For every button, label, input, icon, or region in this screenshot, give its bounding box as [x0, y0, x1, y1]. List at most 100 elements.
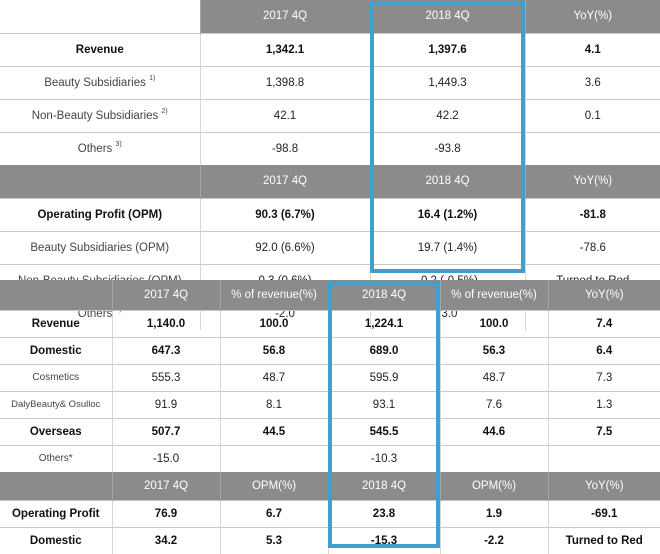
table-row: Overseas 507.7 44.5 545.5 44.6 7.5 [0, 417, 660, 445]
value-yoy: 0.1 [524, 98, 660, 132]
row-label-text: Others [77, 142, 113, 155]
value-2018: 1,449.3 [369, 65, 525, 99]
pct-2017: 44.5 [219, 417, 328, 445]
value-2017: 76.9 [111, 499, 220, 527]
value-yoy [547, 444, 660, 472]
value-2018: 23.8 [327, 499, 440, 527]
value-2018: -15.3 [327, 526, 440, 554]
value-yoy: 7.3 [547, 363, 660, 391]
header-row: 2017 4Q 2018 4Q YoY(%) [0, 165, 660, 198]
value-yoy: -78.6 [524, 230, 660, 264]
row-label: Operating Profit [0, 499, 112, 527]
header-row: 2017 4Q % of revenue(%) 2018 4Q % of rev… [0, 280, 660, 310]
value-2018: 545.5 [327, 417, 440, 445]
header-2017: 2017 4Q [111, 472, 220, 500]
pct-2017: 100.0 [219, 309, 328, 337]
value-yoy: 1.3 [547, 390, 660, 418]
value-2017: 90.3 (6.7%) [199, 197, 370, 231]
row-label-text: Non-Beauty Subsidiaries [31, 109, 159, 122]
header-2017: 2017 4Q [199, 0, 370, 33]
row-label-text: Beauty Subsidiaries [44, 76, 146, 89]
header-pct-2018: % of revenue(%) [439, 280, 548, 310]
opm-2018: -2.2 [439, 526, 548, 554]
table-row: Operating Profit 76.9 6.7 23.8 1.9 -69.1 [0, 499, 660, 527]
row-label: Others 3) [0, 131, 200, 165]
header-row: 2017 4Q OPM(%) 2018 4Q OPM(%) YoY(%) [0, 472, 660, 500]
value-2017: 1,342.1 [199, 32, 370, 66]
row-label: Revenue [0, 32, 200, 66]
row-label: Domestic [0, 336, 112, 364]
row-label: Non-Beauty Subsidiaries 2) [0, 98, 200, 132]
header-2017: 2017 4Q [111, 280, 220, 310]
header-blank-cell [0, 0, 200, 33]
header-opm-2017: OPM(%) [219, 472, 328, 500]
pct-2017 [219, 444, 328, 472]
footnote-marker: 3) [115, 140, 122, 148]
pct-2018: 7.6 [439, 390, 548, 418]
header-blank-cell [0, 472, 112, 500]
header-2018: 2018 4Q [369, 165, 525, 198]
row-label: Overseas [0, 417, 112, 445]
header-2018: 2018 4Q [327, 472, 440, 500]
table-row: Others 3) -98.8 -93.8 [0, 131, 660, 165]
pct-2017: 56.8 [219, 336, 328, 364]
pct-2018: 44.6 [439, 417, 548, 445]
header-yoy: YoY(%) [524, 165, 660, 198]
value-2017: 555.3 [111, 363, 220, 391]
header-row: 2017 4Q 2018 4Q YoY(%) [0, 0, 660, 33]
value-2018: 19.7 (1.4%) [369, 230, 525, 264]
table-row: Others* -15.0 -10.3 [0, 444, 660, 472]
value-2017: -15.0 [111, 444, 220, 472]
pct-2017: 48.7 [219, 363, 328, 391]
value-yoy: 7.4 [547, 309, 660, 337]
header-opm-2018: OPM(%) [439, 472, 548, 500]
header-yoy: YoY(%) [547, 472, 660, 500]
value-yoy: 4.1 [524, 32, 660, 66]
header-pct-2017: % of revenue(%) [219, 280, 328, 310]
footnote-marker: 2) [161, 107, 168, 115]
row-label: Others* [0, 444, 112, 472]
pct-2018: 100.0 [439, 309, 548, 337]
pct-2017: 8.1 [219, 390, 328, 418]
value-2018: 42.2 [369, 98, 525, 132]
row-label: Operating Profit (OPM) [0, 197, 200, 231]
value-yoy: Turned to Red [547, 526, 660, 554]
value-2017: 42.1 [199, 98, 370, 132]
opm-2017: 5.3 [219, 526, 328, 554]
header-yoy: YoY(%) [524, 0, 660, 33]
header-yoy: YoY(%) [547, 280, 660, 310]
pct-2018: 48.7 [439, 363, 548, 391]
value-2018: 1,397.6 [369, 32, 525, 66]
value-yoy: -81.8 [524, 197, 660, 231]
value-yoy [524, 131, 660, 165]
opm-2017: 6.7 [219, 499, 328, 527]
value-2017: -98.8 [199, 131, 370, 165]
header-2018: 2018 4Q [327, 280, 440, 310]
value-2017: 507.7 [111, 417, 220, 445]
value-2018: 16.4 (1.2%) [369, 197, 525, 231]
footnote-marker: 1) [149, 74, 156, 82]
value-2017: 34.2 [111, 526, 220, 554]
row-label: Cosmetics [0, 363, 112, 391]
value-yoy: 6.4 [547, 336, 660, 364]
header-2017: 2017 4Q [199, 165, 370, 198]
value-2018: 93.1 [327, 390, 440, 418]
table-parent-company: 2017 4Q % of revenue(%) 2018 4Q % of rev… [0, 280, 660, 554]
header-2018: 2018 4Q [369, 0, 525, 33]
value-yoy: 3.6 [524, 65, 660, 99]
row-label: Beauty Subsidiaries 1) [0, 65, 200, 99]
opm-2018: 1.9 [439, 499, 548, 527]
table-row: Revenue 1,140.0 100.0 1,224.1 100.0 7.4 [0, 309, 660, 337]
header-blank-cell [0, 280, 112, 310]
row-label: Domestic [0, 526, 112, 554]
pct-2018: 56.3 [439, 336, 548, 364]
value-2017: 647.3 [111, 336, 220, 364]
row-label: Beauty Subsidiaries (OPM) [0, 230, 200, 264]
value-2017: 1,398.8 [199, 65, 370, 99]
value-2018: 1,224.1 [327, 309, 440, 337]
pct-2018 [439, 444, 548, 472]
value-2018: -93.8 [369, 131, 525, 165]
table-row: Domestic 34.2 5.3 -15.3 -2.2 Turned to R… [0, 526, 660, 554]
row-label: Revenue [0, 309, 112, 337]
value-2018: -10.3 [327, 444, 440, 472]
